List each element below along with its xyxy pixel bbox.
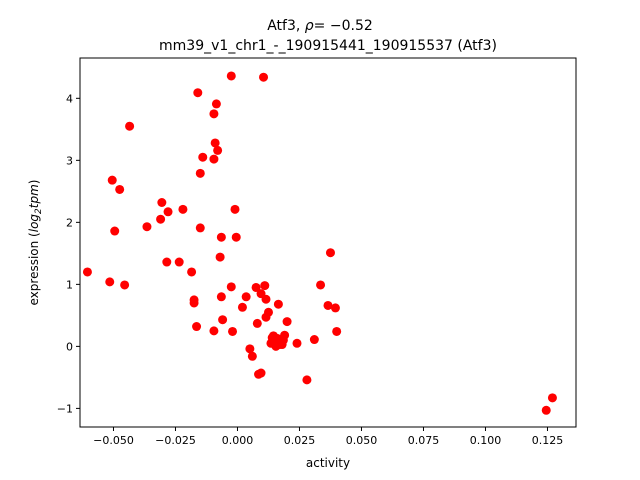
- data-point-21: [198, 152, 208, 162]
- data-point-28: [215, 252, 225, 262]
- data-point-7: [142, 222, 152, 232]
- y-axis-label-sub: 2: [34, 208, 44, 214]
- x-tick-label-2: 0.000: [222, 434, 254, 447]
- y-tick-label-2: 1: [66, 278, 73, 291]
- y-axis-label-log: log: [27, 214, 41, 233]
- data-point-31: [218, 315, 228, 325]
- chart-title-rho: ρ: [305, 18, 314, 34]
- data-point-42: [252, 318, 262, 328]
- data-point-47: [260, 281, 270, 291]
- y-tick-label-0: −1: [57, 402, 73, 415]
- data-point-37: [237, 302, 247, 312]
- chart-title-rho-value: = −0.52: [314, 18, 373, 34]
- data-point-34: [228, 326, 238, 336]
- x-tick-label-3: 0.025: [284, 434, 316, 447]
- x-tick-label-6: 0.100: [470, 434, 502, 447]
- axis-ticks: −0.050 −0.025 0.000 0.025 0.050 0.075 0.100 0.1…: [57, 92, 563, 447]
- data-point-1: [105, 277, 115, 287]
- data-point-70: [332, 326, 342, 336]
- data-point-38: [241, 292, 251, 302]
- data-point-30: [216, 292, 226, 302]
- data-point-50: [263, 307, 273, 317]
- data-point-39: [245, 344, 255, 354]
- chart-title-line1: Atf3, ρ= −0.52: [267, 18, 373, 34]
- data-point-3: [110, 226, 120, 236]
- data-point-29: [216, 232, 226, 242]
- data-point-9: [156, 214, 166, 224]
- data-point-32: [226, 71, 236, 81]
- data-point-57: [273, 299, 283, 309]
- data-points: [82, 71, 557, 415]
- y-axis-label-tpm: tpm: [27, 184, 41, 208]
- chart-title-line2: mm39_v1_chr1_-_190915441_190915537 (Atf3…: [159, 38, 497, 54]
- data-point-62: [282, 317, 292, 327]
- plot-frame: [79, 57, 577, 428]
- x-tick-label-1: −0.025: [155, 434, 196, 447]
- y-tick-label-5: 4: [66, 92, 73, 105]
- data-point-13: [178, 204, 188, 214]
- data-point-69: [330, 303, 340, 313]
- data-point-0: [82, 267, 92, 277]
- x-tick-label-5: 0.075: [408, 434, 440, 447]
- y-tick-label-1: 0: [66, 340, 73, 353]
- data-point-8: [157, 198, 167, 207]
- data-point-23: [209, 109, 219, 119]
- x-tick-label-0: −0.050: [93, 434, 134, 447]
- data-point-64: [302, 375, 312, 385]
- data-point-17: [193, 88, 203, 98]
- data-point-5: [120, 280, 130, 290]
- x-tick-label-7: 0.125: [532, 434, 564, 447]
- chart-title-gene: Atf3,: [267, 18, 305, 34]
- data-point-35: [230, 204, 240, 214]
- data-point-41: [251, 282, 261, 292]
- data-point-14: [187, 267, 197, 277]
- data-point-12: [174, 257, 184, 267]
- y-tick-label-3: 2: [66, 216, 73, 229]
- data-point-10: [162, 257, 172, 267]
- data-point-45: [256, 368, 266, 378]
- y-axis-label-prefix: expression (: [27, 232, 41, 305]
- data-point-46: [259, 72, 269, 82]
- data-point-49: [261, 294, 271, 304]
- data-point-6: [125, 121, 135, 131]
- data-point-63: [292, 338, 302, 348]
- data-point-27: [209, 326, 219, 336]
- data-point-33: [226, 282, 236, 292]
- data-point-4: [115, 184, 125, 194]
- y-axis-label: expression (log2tpm): [27, 180, 44, 306]
- data-point-20: [195, 223, 205, 233]
- y-tick-label-4: 3: [66, 154, 73, 167]
- x-axis-label: activity: [306, 456, 350, 470]
- data-point-24: [210, 138, 220, 148]
- data-point-26: [213, 145, 223, 155]
- x-tick-label-4: 0.050: [346, 434, 378, 447]
- data-point-36: [231, 232, 241, 242]
- data-point-19: [195, 168, 205, 178]
- data-point-71: [541, 405, 551, 415]
- data-point-65: [309, 335, 319, 345]
- data-point-61: [280, 330, 290, 340]
- data-point-18: [192, 322, 202, 332]
- data-point-2: [107, 175, 117, 185]
- data-point-16: [189, 298, 199, 308]
- data-point-22: [209, 154, 219, 164]
- data-point-11: [163, 207, 173, 217]
- data-point-25: [211, 99, 221, 109]
- data-point-68: [325, 248, 335, 258]
- data-point-72: [547, 393, 557, 403]
- data-point-40: [247, 351, 257, 361]
- data-point-67: [323, 300, 333, 310]
- y-axis-label-suffix: ): [27, 180, 41, 185]
- data-point-66: [316, 280, 326, 290]
